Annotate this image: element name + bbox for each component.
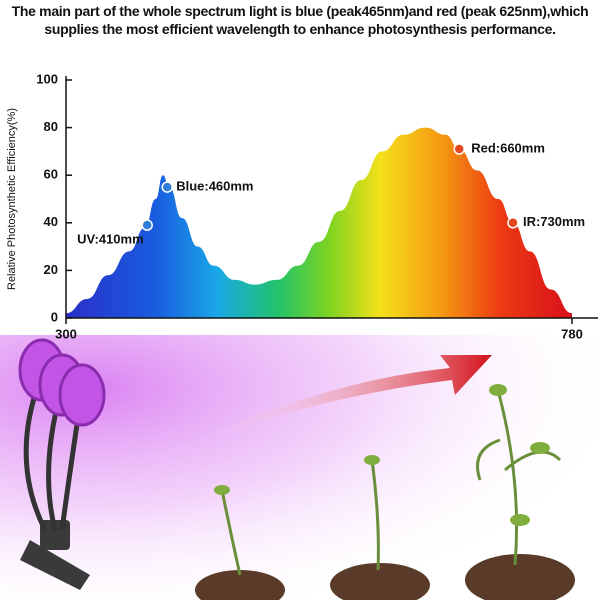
- annotation-marker: [141, 219, 153, 231]
- annotation-marker: [453, 143, 465, 155]
- y-tick-label: 20: [44, 262, 58, 277]
- annotation-label: Blue:460mm: [176, 179, 253, 194]
- photo: [0, 335, 600, 600]
- spectrum-area: [66, 127, 572, 318]
- annotation-marker: [507, 217, 519, 229]
- y-axis-label: Relative Photosynthetic Efficiency(%): [6, 108, 18, 290]
- title: The main part of the whole spectrum ligh…: [11, 3, 589, 37]
- annotation-label: UV:410mm: [77, 232, 143, 247]
- annotation-label: IR:730mm: [523, 214, 585, 229]
- y-tick-label: 40: [44, 214, 58, 229]
- x-tick-label: 780: [561, 326, 583, 341]
- y-tick-label: 0: [51, 309, 58, 324]
- y-tick-label: 60: [44, 167, 58, 182]
- annotation-label: Red:660mm: [471, 140, 545, 155]
- y-tick-label: 80: [44, 119, 58, 134]
- x-tick-label: 300: [55, 326, 77, 341]
- y-tick-label: 100: [36, 71, 58, 86]
- annotation-marker: [161, 181, 173, 193]
